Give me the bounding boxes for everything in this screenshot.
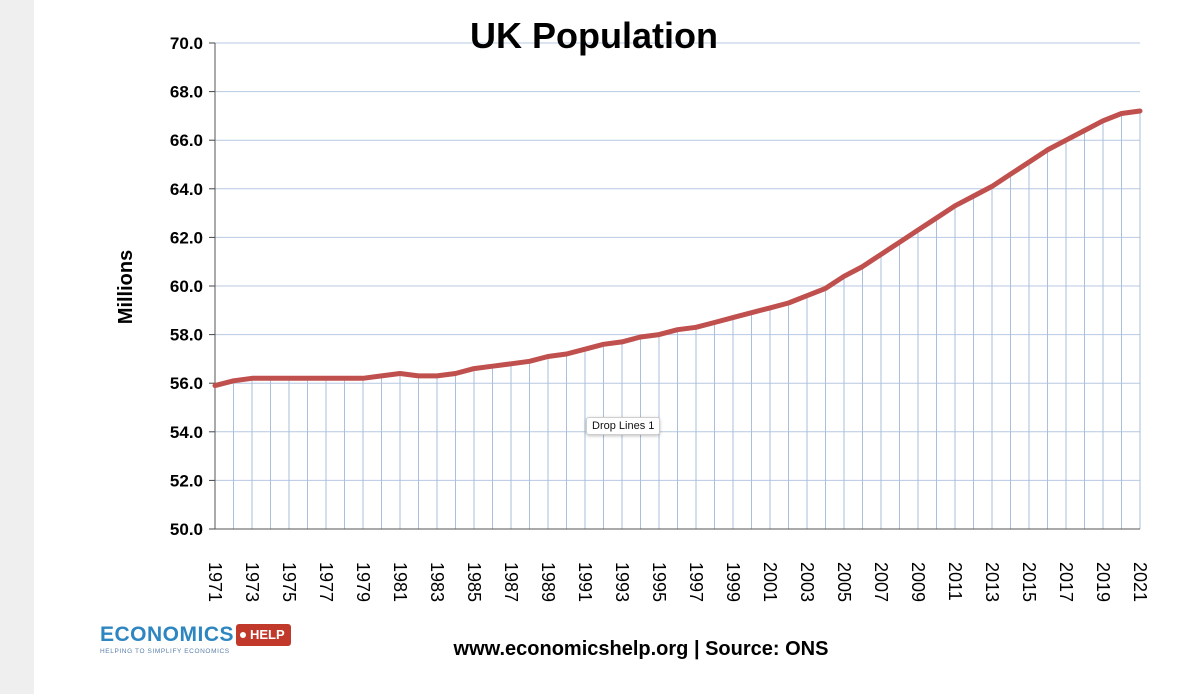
- x-tick-label: 1991: [575, 562, 595, 602]
- y-tick-label: 66.0: [170, 131, 203, 150]
- population-series-line: [212, 108, 1143, 389]
- x-tick-label: 2017: [1056, 562, 1076, 602]
- x-tick-label: 1973: [242, 562, 262, 602]
- x-tick-label: 1971: [205, 562, 225, 602]
- x-tick-label: 1987: [501, 562, 521, 602]
- y-tick-label: 54.0: [170, 423, 203, 442]
- drop-lines: [214, 111, 1141, 529]
- x-tick-label: 2019: [1093, 562, 1113, 602]
- axes: [209, 42, 1140, 530]
- x-tick-label: 2009: [908, 562, 928, 602]
- drop-lines-tooltip: Drop Lines 1: [586, 417, 661, 435]
- x-tick-label: 1997: [686, 562, 706, 602]
- y-tick-labels: 50.0 52.0 54.0 56.0 58.0 60.0 62.0 64.0 66.0 68.0…: [170, 34, 203, 539]
- grid-lines: [215, 42, 1140, 481]
- x-tick-label: 1989: [538, 562, 558, 602]
- y-tick-label: 56.0: [170, 374, 203, 393]
- chart-canvas: 50.0 52.0 54.0 56.0 58.0 60.0 62.0 64.0 66.0 68.0…: [34, 0, 1200, 694]
- x-tick-label: 1993: [612, 562, 632, 602]
- x-tick-label: 1985: [464, 562, 484, 602]
- y-tick-label: 62.0: [170, 228, 203, 247]
- logo-word: ECONOMICS: [100, 623, 235, 646]
- x-tick-label: 1981: [390, 562, 410, 602]
- chart-title: UK Population: [470, 15, 718, 56]
- y-tick-label: 52.0: [170, 471, 203, 490]
- x-tick-label: 2003: [797, 562, 817, 602]
- x-tick-label: 1983: [427, 562, 447, 602]
- x-tick-labels: 1971 1973 1975 1977 1979 1981 1983 1985 1987 1989…: [205, 562, 1150, 602]
- y-tick-label: 70.0: [170, 34, 203, 53]
- y-tick-label: 60.0: [170, 277, 203, 296]
- logo-tag: HELP: [236, 624, 291, 646]
- source-text: www.economicshelp.org | Source: ONS: [453, 638, 829, 660]
- x-tick-label: 2015: [1019, 562, 1039, 602]
- series-line-layer: [212, 108, 1143, 389]
- x-tick-label: 2013: [982, 562, 1002, 602]
- economics-help-logo: ECONOMICS HELP HELPING TO SIMPLIFY ECONO…: [100, 622, 291, 662]
- logo-tagline: HELPING TO SIMPLIFY ECONOMICS: [100, 648, 230, 655]
- x-tick-label: 1979: [353, 562, 373, 602]
- x-tick-label: 2021: [1130, 562, 1150, 602]
- y-tick-label: 58.0: [170, 326, 203, 345]
- x-tick-label: 2001: [760, 562, 780, 602]
- x-tick-label: 1977: [316, 562, 336, 602]
- y-axis-label: Millions: [115, 250, 137, 324]
- y-tick-label: 68.0: [170, 83, 203, 102]
- x-tick-label: 1975: [279, 562, 299, 602]
- x-tick-label: 2007: [871, 562, 891, 602]
- x-tick-label: 2011: [945, 562, 965, 601]
- x-tick-label: 1999: [723, 562, 743, 602]
- y-tick-label: 50.0: [170, 520, 203, 539]
- population-chart: 50.0 52.0 54.0 56.0 58.0 60.0 62.0 64.0 66.0 68.0…: [115, 15, 1150, 660]
- y-tick-label: 64.0: [170, 180, 203, 199]
- x-tick-label: 2005: [834, 562, 854, 602]
- x-tick-label: 1995: [649, 562, 669, 602]
